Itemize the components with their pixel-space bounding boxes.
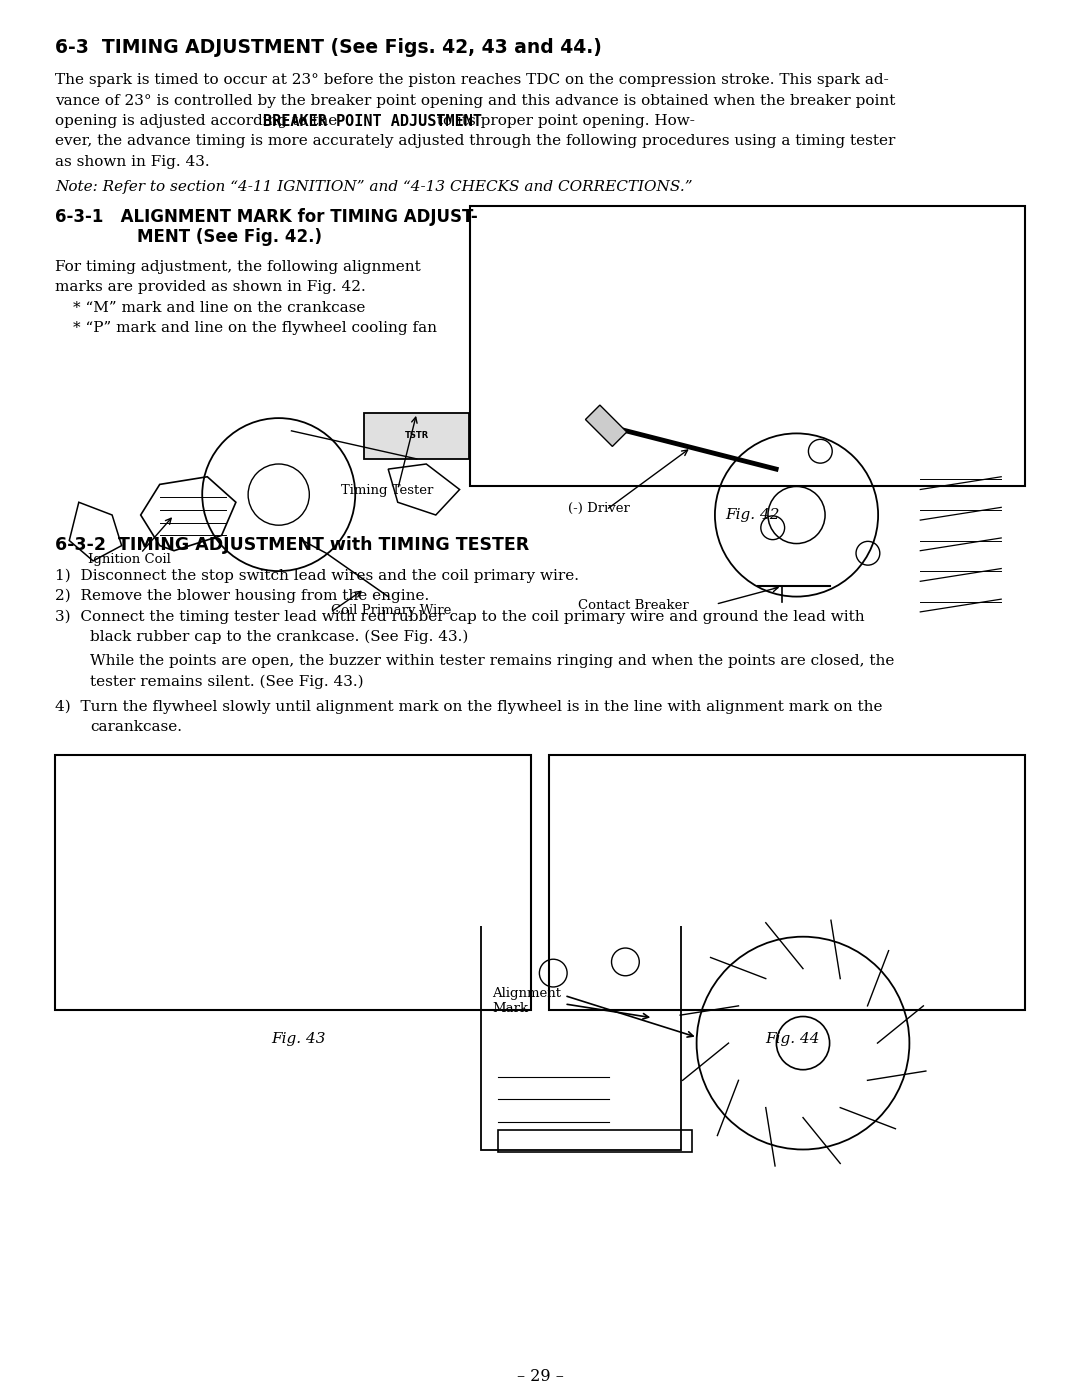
Text: TSTR: TSTR [405,432,429,440]
Text: (-) Driver: (-) Driver [568,502,630,515]
Text: Coil Primary Wire: Coil Primary Wire [332,604,451,617]
Text: * “P” mark and line on the flywheel cooling fan: * “P” mark and line on the flywheel cool… [73,321,437,335]
Text: vance of 23° is controlled by the breaker point opening and this advance is obta: vance of 23° is controlled by the breake… [55,94,895,108]
Text: 4)  Turn the flywheel slowly until alignment mark on the flywheel is in the line: 4) Turn the flywheel slowly until alignm… [55,700,882,714]
Text: marks are provided as shown in Fig. 42.: marks are provided as shown in Fig. 42. [55,279,366,293]
Bar [549,754,1025,1010]
Bar [585,405,626,447]
Text: Contact Breaker: Contact Breaker [578,599,688,612]
Bar [498,1130,692,1153]
Text: For timing adjustment, the following alignment: For timing adjustment, the following ali… [55,260,421,274]
Text: Fig. 44: Fig. 44 [765,1031,820,1045]
Text: 6-3-1   ALIGNMENT MARK for TIMING ADJUST-: 6-3-1 ALIGNMENT MARK for TIMING ADJUST- [55,208,477,225]
Text: to its proper point opening. How-: to its proper point opening. How- [432,115,696,129]
Text: as shown in Fig. 43.: as shown in Fig. 43. [55,155,210,169]
Text: Note: Refer to section “4-11 IGNITION” and “4-13 CHECKS and CORRECTIONS.”: Note: Refer to section “4-11 IGNITION” a… [55,179,692,194]
Text: BREAKER POINT ADJUSTMENT: BREAKER POINT ADJUSTMENT [262,115,482,129]
Text: black rubber cap to the crankcase. (See Fig. 43.): black rubber cap to the crankcase. (See … [90,630,469,644]
Text: opening is adjusted according to the: opening is adjusted according to the [55,115,342,129]
Bar [364,414,469,458]
Text: While the points are open, the buzzer within tester remains ringing and when the: While the points are open, the buzzer wi… [90,655,894,669]
Text: 6-3  TIMING ADJUSTMENT (See Figs. 42, 43 and 44.): 6-3 TIMING ADJUSTMENT (See Figs. 42, 43 … [55,38,602,57]
Text: MENT (See Fig. 42.): MENT (See Fig. 42.) [137,229,322,246]
Text: ever, the advance timing is more accurately adjusted through the following proce: ever, the advance timing is more accurat… [55,134,895,148]
Text: 6-3-2  TIMING ADJUSTMENT with TIMING TESTER: 6-3-2 TIMING ADJUSTMENT with TIMING TEST… [55,535,529,553]
Text: * “M” mark and line on the crankcase: * “M” mark and line on the crankcase [73,300,365,314]
Text: tester remains silent. (See Fig. 43.): tester remains silent. (See Fig. 43.) [90,675,364,689]
Text: Fig. 43: Fig. 43 [271,1031,325,1045]
Text: Timing Tester: Timing Tester [340,485,433,497]
Text: – 29 –: – 29 – [516,1368,564,1384]
Text: carankcase.: carankcase. [90,719,183,733]
Bar [470,205,1025,486]
Text: 1)  Disconnect the stop switch lead wires and the coil primary wire.: 1) Disconnect the stop switch lead wires… [55,569,579,583]
Text: Alignment
Mark: Alignment Mark [492,988,562,1016]
Text: The spark is timed to occur at 23° before the piston reaches TDC on the compress: The spark is timed to occur at 23° befor… [55,73,889,87]
Text: Ignition Coil: Ignition Coil [89,553,172,566]
Text: 3)  Connect the timing tester lead with red rubber cap to the coil primary wire : 3) Connect the timing tester lead with r… [55,609,865,624]
Text: Fig. 42: Fig. 42 [726,507,780,521]
Text: 2)  Remove the blower housing from the engine.: 2) Remove the blower housing from the en… [55,590,429,604]
Bar [55,754,531,1010]
